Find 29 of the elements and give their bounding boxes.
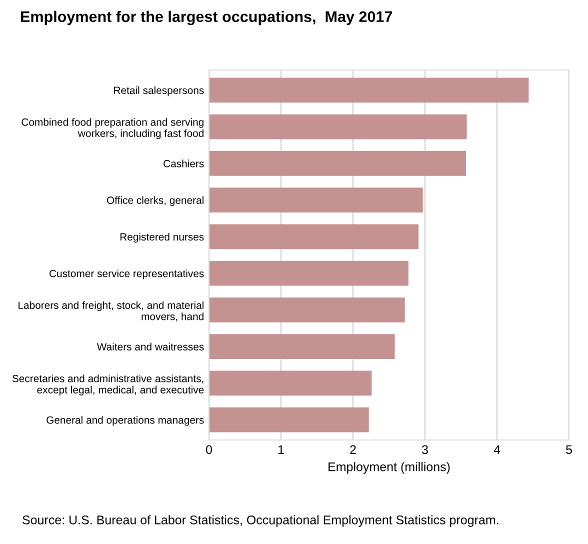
bar bbox=[209, 78, 529, 103]
bar bbox=[209, 334, 395, 360]
chart-title: Employment for the largest occupations, May 2017 bbox=[21, 10, 392, 26]
y-tick-label: Cashiers bbox=[164, 160, 204, 168]
x-tick-label: 3 bbox=[422, 445, 428, 454]
bar bbox=[209, 224, 419, 250]
x-axis-title: Employment (millions) bbox=[328, 462, 450, 474]
x-tick-label: 2 bbox=[350, 445, 356, 454]
y-tick-label: Laborers and freight, stock, and material movers, hand bbox=[18, 301, 204, 322]
y-tick-label: Combined food preparation and serving workers, including fast food bbox=[22, 118, 204, 140]
y-tick-label: Office clerks, general bbox=[106, 196, 204, 206]
bar bbox=[209, 407, 369, 432]
source-note: Source: U.S. Bureau of Labor Statistics, Occupational Employment Statistics program. bbox=[22, 515, 498, 527]
x-tick-label: 1 bbox=[278, 445, 284, 454]
y-tick-label: Waiters and waitresses bbox=[96, 342, 204, 350]
y-tick-label: Customer service representatives bbox=[50, 270, 204, 280]
x-tick-label: 0 bbox=[206, 445, 212, 454]
y-tick-label: Registered nurses bbox=[120, 232, 204, 243]
bar bbox=[209, 150, 466, 176]
bar bbox=[209, 114, 467, 140]
x-tick-label: 4 bbox=[494, 445, 500, 454]
y-tick-label: Retail salespersons bbox=[114, 86, 204, 96]
bar bbox=[209, 297, 405, 322]
bar bbox=[209, 370, 372, 396]
bar bbox=[209, 188, 423, 213]
y-tick-label: Secretaries and administrative assistants, except legal, medical, and executive bbox=[12, 374, 204, 396]
y-tick-label: General and operations managers bbox=[46, 416, 204, 426]
bar bbox=[209, 260, 408, 286]
x-tick-label: 5 bbox=[566, 445, 572, 454]
